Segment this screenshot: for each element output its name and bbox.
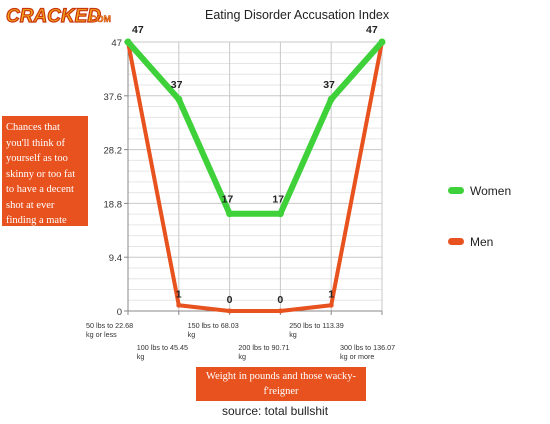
chart-title: Eating Disorder Accusation Index bbox=[205, 8, 390, 22]
data-point-men bbox=[176, 302, 182, 308]
y-tick-label: 37.6 bbox=[104, 92, 123, 103]
y-tick-label: 47 bbox=[111, 38, 122, 49]
source-note: source: total bullshit bbox=[221, 404, 329, 418]
cracked-logo: CRACKED COM bbox=[6, 5, 111, 27]
y-tick-label: 9.4 bbox=[109, 253, 122, 264]
y-tick-label: 28.2 bbox=[104, 146, 123, 157]
data-point-women bbox=[124, 38, 132, 46]
x-axis-label: Weight in pounds and those wacky-f'reign… bbox=[196, 367, 366, 401]
data-point-women bbox=[327, 95, 335, 103]
data-label-men: 0 bbox=[227, 294, 233, 306]
data-point-men bbox=[328, 302, 334, 308]
x-tick-label: 100 lbs to 45.45 bbox=[137, 343, 188, 352]
data-label-women: 37 bbox=[323, 79, 335, 91]
y-tick-label: 0 bbox=[117, 307, 122, 318]
y-axis-label: Chances that you'll think of yourself as… bbox=[2, 116, 88, 226]
x-tick-label: 200 lbs to 90.71 bbox=[238, 343, 289, 352]
data-label-women: 17 bbox=[272, 194, 284, 206]
logo-suffix: COM bbox=[90, 14, 111, 24]
series-line-women bbox=[125, 39, 385, 217]
x-tick-label: kg or less bbox=[86, 330, 117, 339]
x-tick-label: 50 lbs to 22.68 bbox=[86, 321, 133, 330]
legend-swatch-women bbox=[448, 187, 464, 194]
data-point-women bbox=[226, 210, 234, 218]
data-label-men: 0 bbox=[277, 294, 283, 306]
x-tick-label: 250 lbs to 113.39 bbox=[289, 321, 344, 330]
data-point-men bbox=[277, 308, 283, 314]
data-label-women: 47 bbox=[366, 24, 378, 36]
data-point-women bbox=[175, 95, 183, 103]
x-tick-label: 300 lbs to 136.07 bbox=[340, 343, 395, 352]
data-point-women bbox=[378, 38, 386, 46]
data-point-men bbox=[227, 308, 233, 314]
x-tick-label: kg bbox=[238, 352, 246, 361]
x-tick-label: 150 lbs to 68.03 bbox=[188, 321, 239, 330]
legend-label-women: Women bbox=[470, 184, 512, 198]
logo-text: CRACKED bbox=[6, 6, 101, 27]
x-tick-label: kg bbox=[188, 330, 196, 339]
x-tick-label: kg bbox=[289, 330, 297, 339]
data-label-women: 17 bbox=[222, 194, 234, 206]
legend-swatch-men bbox=[448, 238, 464, 245]
legend-label-men: Men bbox=[470, 235, 494, 249]
series-line-men bbox=[126, 40, 384, 313]
x-tick-label: kg or more bbox=[340, 352, 374, 361]
data-label-women: 37 bbox=[171, 79, 183, 91]
data-label-men: 1 bbox=[328, 288, 334, 300]
data-point-women bbox=[276, 210, 284, 218]
data-label-men: 1 bbox=[176, 288, 182, 300]
data-label-women: 47 bbox=[132, 24, 144, 36]
x-tick-label: kg bbox=[137, 352, 145, 361]
y-tick-label: 18.8 bbox=[104, 199, 123, 210]
